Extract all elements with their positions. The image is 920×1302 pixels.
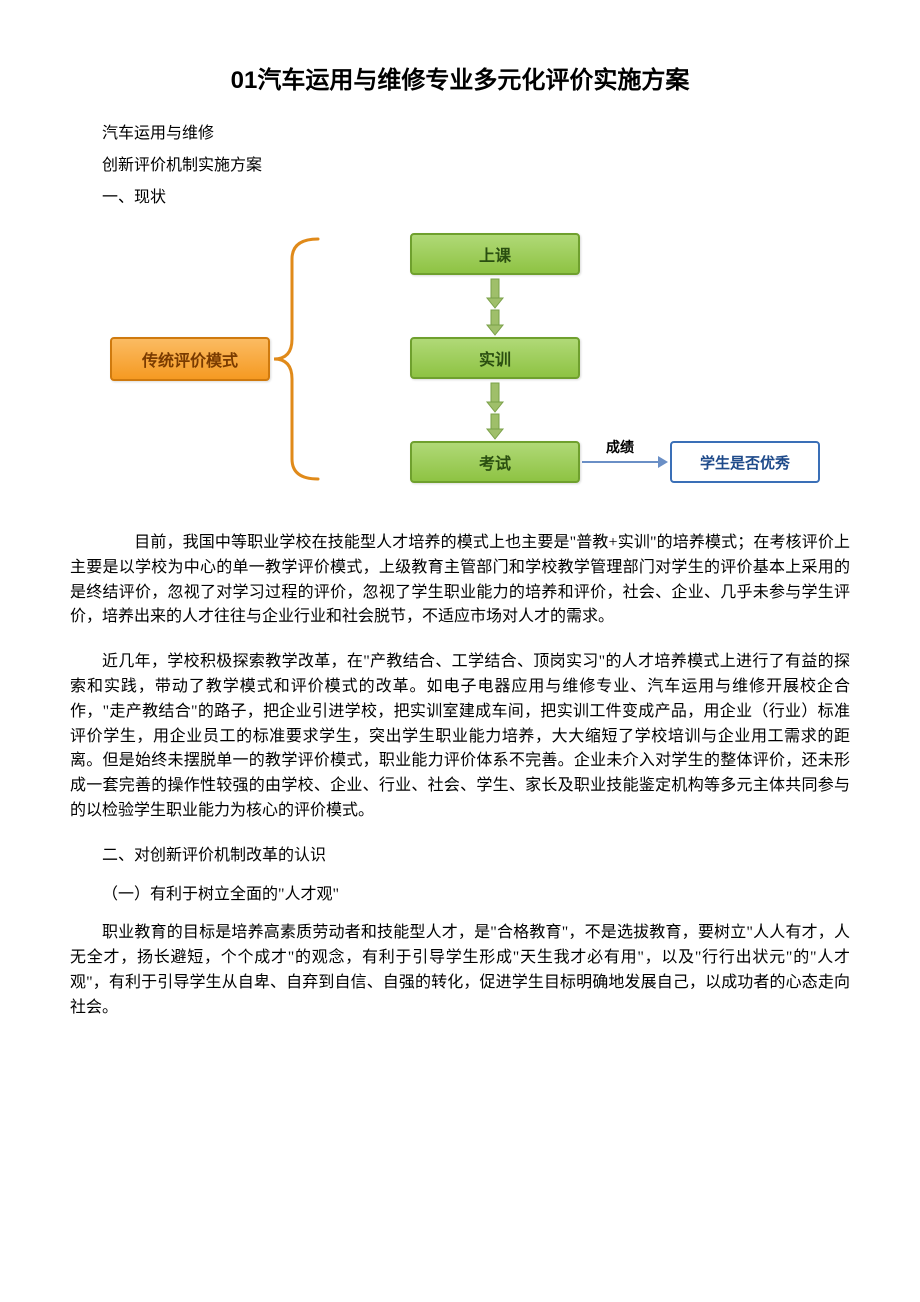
- flowchart-node-left: 传统评价模式: [110, 337, 270, 381]
- subline-3: 一、现状: [70, 183, 850, 207]
- paragraph-5: 职业教育的目标是培养高素质劳动者和技能型人才，是"合格教育"，不是选拔教育，要树…: [70, 921, 850, 1020]
- subline-1: 汽车运用与维修: [70, 119, 850, 143]
- flowchart-node-n1: 上课: [410, 233, 580, 275]
- flowchart-node-n2: 实训: [410, 337, 580, 379]
- flowchart-node-n3: 考试: [410, 441, 580, 483]
- subline-2: 创新评价机制实施方案: [70, 151, 850, 175]
- paragraph-1: 目前，我国中等职业学校在技能型人才培养的模式上也主要是"普教+实训"的培养模式；…: [70, 531, 850, 630]
- paragraph-3: 二、对创新评价机制改革的认识: [70, 844, 850, 869]
- paragraph-2: 近几年，学校积极探索教学改革，在"产教结合、工学结合、顶岗实习"的人才培养模式上…: [70, 650, 850, 824]
- page-title: 01汽车运用与维修专业多元化评价实施方案: [70, 60, 850, 95]
- paragraph-4: （一）有利于树立全面的"人才观": [70, 883, 850, 908]
- flowchart-diagram: 成绩 传统评价模式 上课实训考试 学生是否优秀: [90, 219, 830, 511]
- arrow-label: 成绩: [606, 437, 634, 457]
- flowchart-node-out: 学生是否优秀: [670, 441, 820, 483]
